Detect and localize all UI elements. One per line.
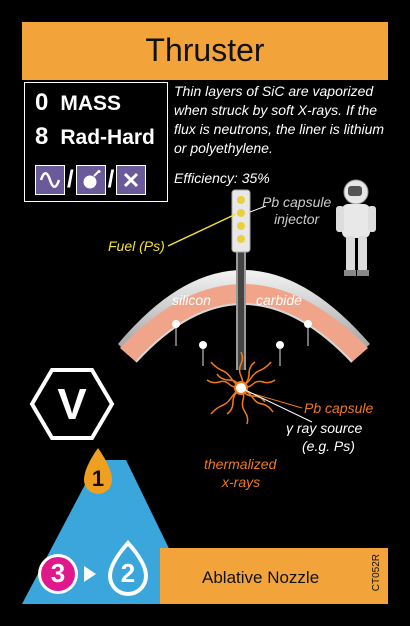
efficiency-text: Efficiency: 35% — [174, 170, 270, 186]
upgrade-from-number: 3 — [50, 558, 66, 588]
slash-divider: / — [107, 166, 115, 193]
mass-stat: 0 MASS — [35, 89, 121, 117]
thermalized-label: thermalized — [204, 456, 277, 472]
upgrade-arrow-icon — [84, 566, 96, 582]
liner-outer-arc — [118, 270, 370, 360]
rad-value: 8 — [35, 123, 49, 150]
capsule-magazine — [231, 189, 251, 253]
x-icon — [116, 165, 147, 195]
mass-value: 0 — [35, 89, 49, 116]
fuel-label: Fuel (Ps) — [108, 238, 165, 254]
card-title: Thruster — [145, 32, 265, 68]
stats-box: 0 MASS 8 Rad-Hard / / — [24, 82, 168, 202]
arc-capsules — [172, 320, 312, 366]
slash-divider: / — [67, 166, 74, 193]
tier-droplet — [84, 448, 112, 494]
gamma-example-label: (e.g. Ps) — [302, 438, 355, 454]
card-description: Thin layers of SiC are vaporized when st… — [174, 83, 385, 156]
rad-label: Rad-Hard — [60, 126, 155, 149]
injector-label: Pb capsule injector — [262, 194, 332, 227]
gamma-source-label: γ ray source — [286, 420, 363, 436]
upgrade-to-number: 2 — [120, 558, 136, 588]
pb-capsule-label: Pb capsule — [304, 400, 374, 416]
sic-layer — [120, 284, 368, 362]
bomb-icon — [75, 165, 106, 195]
rad-stat: 8 Rad-Hard — [35, 123, 155, 151]
astronaut-icon — [336, 179, 376, 276]
sine-wave-icon — [35, 165, 65, 195]
title-bar: Thruster — [22, 22, 388, 80]
xrays-label: x-rays — [222, 474, 261, 490]
carbide-label: carbide — [256, 292, 302, 308]
hexagon-badge — [29, 368, 115, 440]
trait-icons: / / — [35, 165, 147, 195]
card-code: CT052R — [371, 554, 382, 592]
tier-number: 1 — [91, 466, 105, 491]
badge-letter: V — [57, 380, 87, 429]
silicon-label: silicon — [172, 292, 211, 308]
card-subtitle: Ablative Nozzle — [202, 568, 320, 587]
bottom-bar: Ablative Nozzle CT052R — [160, 548, 388, 604]
mass-label: MASS — [60, 92, 122, 115]
